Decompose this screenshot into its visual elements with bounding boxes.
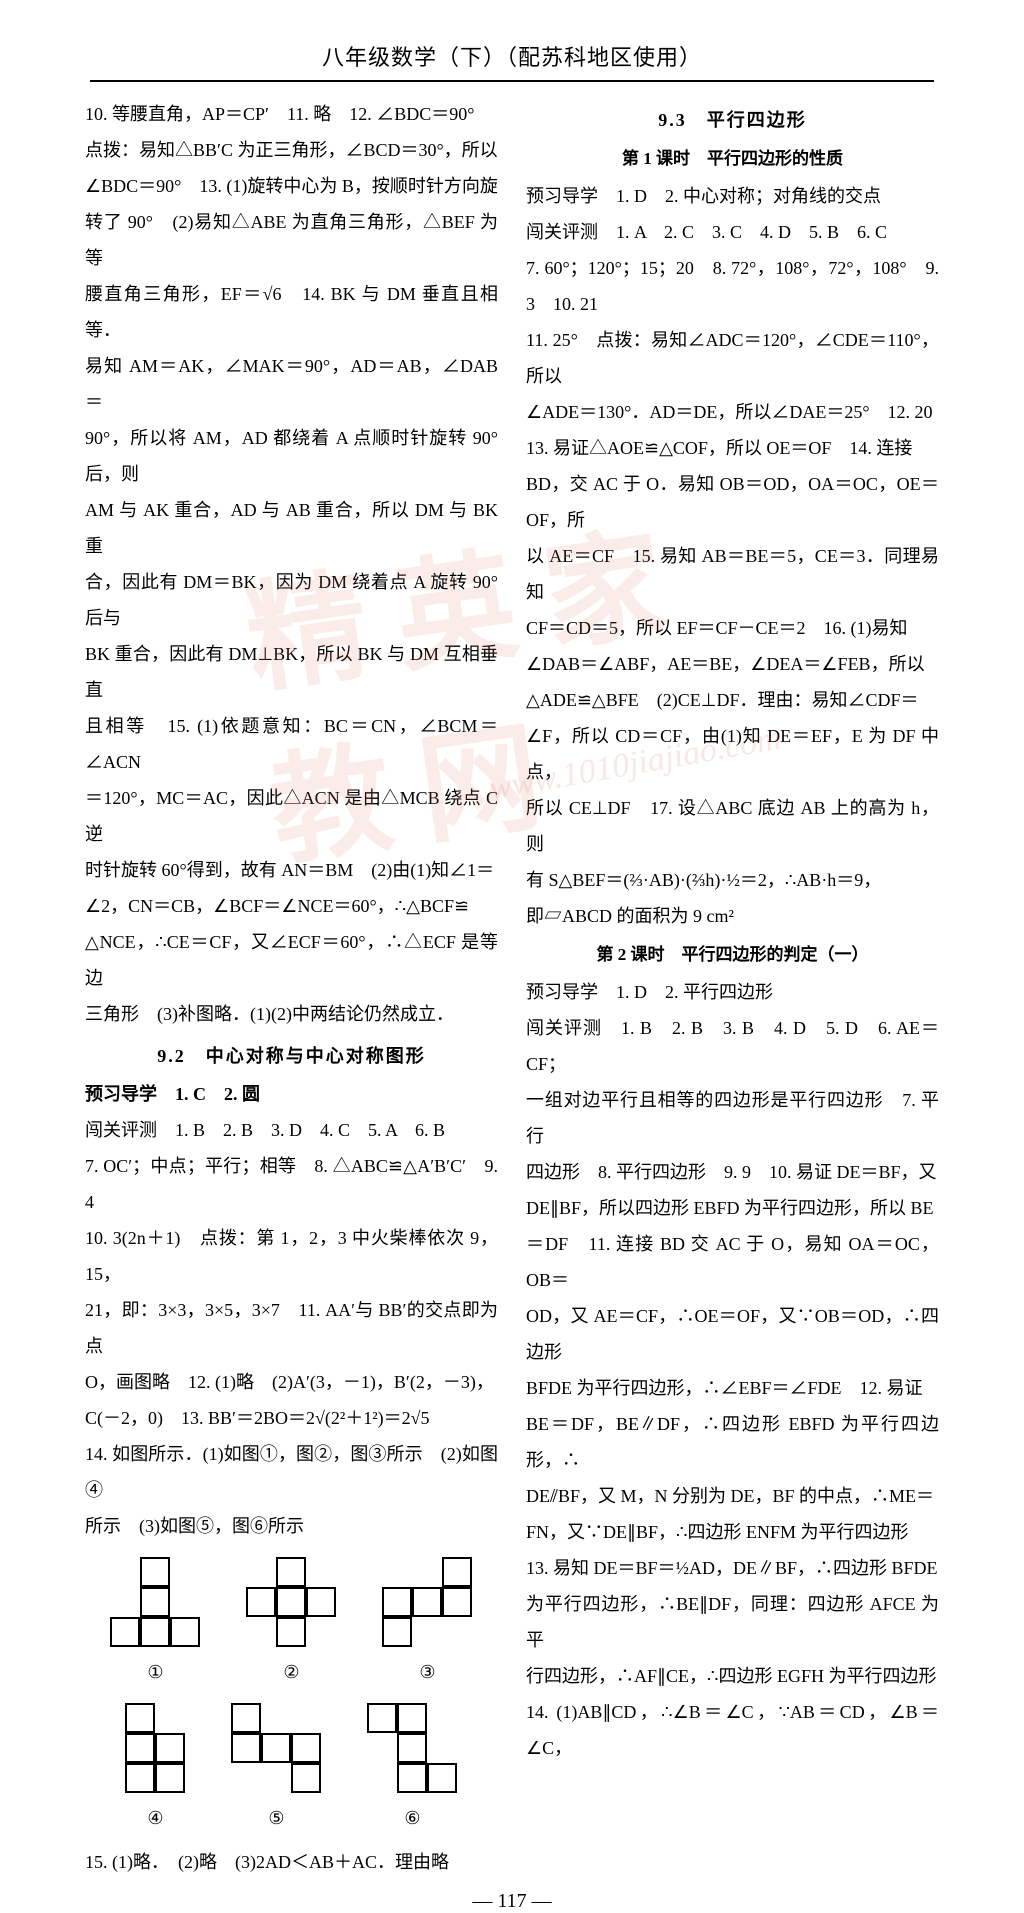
text-line: FN，又∵DE∥BF，∴四边形 ENFM 为平行四边形 xyxy=(526,1514,939,1550)
figure-1: ① xyxy=(111,1558,201,1690)
text-line: △NCE，∴CE＝CF，又∠ECF＝60°，∴△ECF 是等边 xyxy=(85,924,498,996)
text-line: 点拨：易知△BB′C 为正三角形，∠BCD＝30°，所以 xyxy=(85,132,498,168)
text-line: 15. (1)略． (2)略 (3)2AD＜AB＋AC．理由略 xyxy=(85,1844,498,1880)
text-line: 闯关评测 1. B 2. B 3. D 4. C 5. A 6. B xyxy=(85,1112,498,1148)
figure-label: ⑤ xyxy=(268,1800,284,1836)
text-line: 一组对边平行且相等的四边形是平行四边形 7. 平行 xyxy=(526,1082,939,1154)
text-line: 7. 60°；120°；15；20 8. 72°，108°，72°，108° 9… xyxy=(526,250,939,322)
text-line: 所以 CE⊥DF 17. 设△ABC 底边 AB 上的高为 h，则 xyxy=(526,790,939,862)
text-line: 预习导学 1. C 2. 圆 xyxy=(85,1076,498,1112)
figure-row-1: ① ② ③ xyxy=(111,1558,473,1690)
figure-6: ⑥ xyxy=(368,1704,458,1836)
text-line: 四边形 8. 平行四边形 9. 9 10. 易证 DE＝BF，又 xyxy=(526,1154,939,1190)
text-line: AM 与 AK 重合，AD 与 AB 重合，所以 DM 与 BK 重 xyxy=(85,492,498,564)
text-line: 10. 3(2n＋1) 点拨：第 1，2，3 中火柴棒依次 9，15， xyxy=(85,1220,498,1292)
subsection-2-title: 第 2 课时 平行四边形的判定（一） xyxy=(526,938,939,972)
figure-label: ⑥ xyxy=(404,1800,420,1836)
text-line: 14. (1)AB∥CD，∴∠B＝∠C，∵AB＝CD，∠B＝∠C， xyxy=(526,1694,939,1766)
figures-container: ① ② ③ ④ ⑤ ⑥ xyxy=(85,1558,498,1836)
text-line: DE⫽BF，又 M，N 分别为 DE，BF 的中点，∴ME＝ xyxy=(526,1478,939,1514)
text-line: ∠DAB＝∠ABF，AE＝BE，∠DEA＝∠FEB，所以 xyxy=(526,646,939,682)
text-line: 三角形 (3)补图略．(1)(2)中两结论仍然成立． xyxy=(85,996,498,1032)
figure-4: ④ xyxy=(126,1704,186,1836)
label-yuxi: 预习导学 1. C 2. 圆 xyxy=(85,1084,260,1104)
section-9-2-title: 9.2 中心对称与中心对称图形 xyxy=(85,1038,498,1074)
left-column: 10. 等腰直角，AP＝CP′ 11. 略 12. ∠BDC＝90° 点拨：易知… xyxy=(85,96,498,1880)
text-line: CF＝CD＝5，所以 EF＝CF－CE＝2 16. (1)易知 xyxy=(526,610,939,646)
text-line: 有 S△BEF＝(⅔·AB)·(⅔h)·½＝2，∴AB·h＝9， xyxy=(526,862,939,898)
figure-5: ⑤ xyxy=(232,1704,322,1836)
page-number: — 117 — xyxy=(0,1890,1024,1913)
text-line: 闯关评测 1. A 2. C 3. C 4. D 5. B 6. C xyxy=(526,214,939,250)
text-line: ∠ADE＝130°．AD＝DE，所以∠DAE＝25° 12. 20 xyxy=(526,394,939,430)
text-line: OD，又 AE＝CF，∴OE＝OF，又∵OB＝OD，∴四边形 xyxy=(526,1298,939,1370)
text-line: 90°，所以将 AM，AD 都绕着 A 点顺时针旋转 90°后，则 xyxy=(85,420,498,492)
text-line: BE＝DF，BE∥DF，∴四边形 EBFD 为平行四边形，∴ xyxy=(526,1406,939,1478)
text-line: ＝120°，MC＝AC，因此△ACN 是由△MCB 绕点 C 逆 xyxy=(85,780,498,852)
text-line: △ADE≌△BFE (2)CE⊥DF．理由：易知∠CDF＝ xyxy=(526,682,939,718)
figure-label: ② xyxy=(283,1654,299,1690)
text-line: BD，交 AC 于 O．易知 OB＝OD，OA＝OC，OE＝OF，所 xyxy=(526,466,939,538)
text-line: 行四边形，∴AF∥CE，∴四边形 EGFH 为平行四边形 xyxy=(526,1658,939,1694)
text-line: 13. 易知 DE＝BF＝½AD，DE∥BF，∴四边形 BFDE xyxy=(526,1550,939,1586)
text-line: DE∥BF，所以四边形 EBFD 为平行四边形，所以 BE xyxy=(526,1190,939,1226)
text-line: 21，即：3×3，3×5，3×7 11. AA′与 BB′的交点即为点 xyxy=(85,1292,498,1364)
right-column: 9.3 平行四边形 第 1 课时 平行四边形的性质 预习导学 1. D 2. 中… xyxy=(526,96,939,1880)
text-line: ＝DF 11. 连接 BD 交 AC 于 O，易知 OA＝OC，OB＝ xyxy=(526,1226,939,1298)
figure-label: ④ xyxy=(147,1800,163,1836)
figure-3: ③ xyxy=(383,1558,473,1690)
section-9-3-title: 9.3 平行四边形 xyxy=(526,102,939,138)
figure-row-2: ④ ⑤ ⑥ xyxy=(126,1704,458,1836)
text-line: 时针旋转 60°得到，故有 AN＝BM (2)由(1)知∠1＝ xyxy=(85,852,498,888)
text-line: 合，因此有 DM＝BK，因为 DM 绕着点 A 旋转 90°后与 xyxy=(85,564,498,636)
text-line: O，画图略 12. (1)略 (2)A′(3，－1)，B′(2，－3)， xyxy=(85,1364,498,1400)
header-rule xyxy=(90,80,934,82)
text-line: 以 AE＝CF 15. 易知 AB＝BE＝5，CE＝3．同理易知 xyxy=(526,538,939,610)
text-line: 预习导学 1. D 2. 中心对称；对角线的交点 xyxy=(526,178,939,214)
text-line: 且相等 15. (1)依题意知：BC＝CN，∠BCM＝∠ACN xyxy=(85,708,498,780)
figure-2: ② xyxy=(247,1558,337,1690)
page-header: 八年级数学（下）（配苏科地区使用） xyxy=(0,40,1024,72)
text-line: 转了 90° (2)易知△ABE 为直角三角形，△BEF 为等 xyxy=(85,204,498,276)
text-line: C(－2，0) 13. BB′＝2BO＝2√(2²＋1²)＝2√5 xyxy=(85,1400,498,1436)
text-line: ∠2，CN＝CB，∠BCF＝∠NCE＝60°，∴△BCF≌ xyxy=(85,888,498,924)
figure-label: ③ xyxy=(419,1654,435,1690)
text-line: ∠BDC＝90° 13. (1)旋转中心为 B，按顺时针方向旋 xyxy=(85,168,498,204)
text-line: 13. 易证△AOE≌△COF，所以 OE＝OF 14. 连接 xyxy=(526,430,939,466)
text-line: BFDE 为平行四边形，∴∠EBF＝∠FDE 12. 易证 xyxy=(526,1370,939,1406)
text-line: ∠F，所以 CD＝CF，由(1)知 DE＝EF，E 为 DF 中点， xyxy=(526,718,939,790)
figure-label: ① xyxy=(147,1654,163,1690)
text-line: 腰直角三角形，EF＝√6 14. BK 与 DM 垂直且相等． xyxy=(85,276,498,348)
text-line: 闯关评测 1. B 2. B 3. B 4. D 5. D 6. AE＝CF； xyxy=(526,1010,939,1082)
text-line: BK 重合，因此有 DM⊥BK，所以 BK 与 DM 互相垂直 xyxy=(85,636,498,708)
text-line: 10. 等腰直角，AP＝CP′ 11. 略 12. ∠BDC＝90° xyxy=(85,96,498,132)
subsection-1-title: 第 1 课时 平行四边形的性质 xyxy=(526,142,939,176)
text-line: 14. 如图所示．(1)如图①，图②，图③所示 (2)如图④ xyxy=(85,1436,498,1508)
text-line: 即▱ABCD 的面积为 9 cm² xyxy=(526,898,939,934)
text-line: 7. OC′；中点；平行；相等 8. △ABC≌△A′B′C′ 9. 4 xyxy=(85,1148,498,1220)
text-line: 为平行四边形，∴BE∥DF，同理：四边形 AFCE 为平 xyxy=(526,1586,939,1658)
text-line: 11. 25° 点拨：易知∠ADC＝120°，∠CDE＝110°，所以 xyxy=(526,322,939,394)
text-line: 易知 AM＝AK，∠MAK＝90°，AD＝AB，∠DAB＝ xyxy=(85,348,498,420)
text-line: 预习导学 1. D 2. 平行四边形 xyxy=(526,974,939,1010)
text-line: 所示 (3)如图⑤，图⑥所示 xyxy=(85,1508,498,1544)
two-column-layout: 10. 等腰直角，AP＝CP′ 11. 略 12. ∠BDC＝90° 点拨：易知… xyxy=(0,96,1024,1880)
